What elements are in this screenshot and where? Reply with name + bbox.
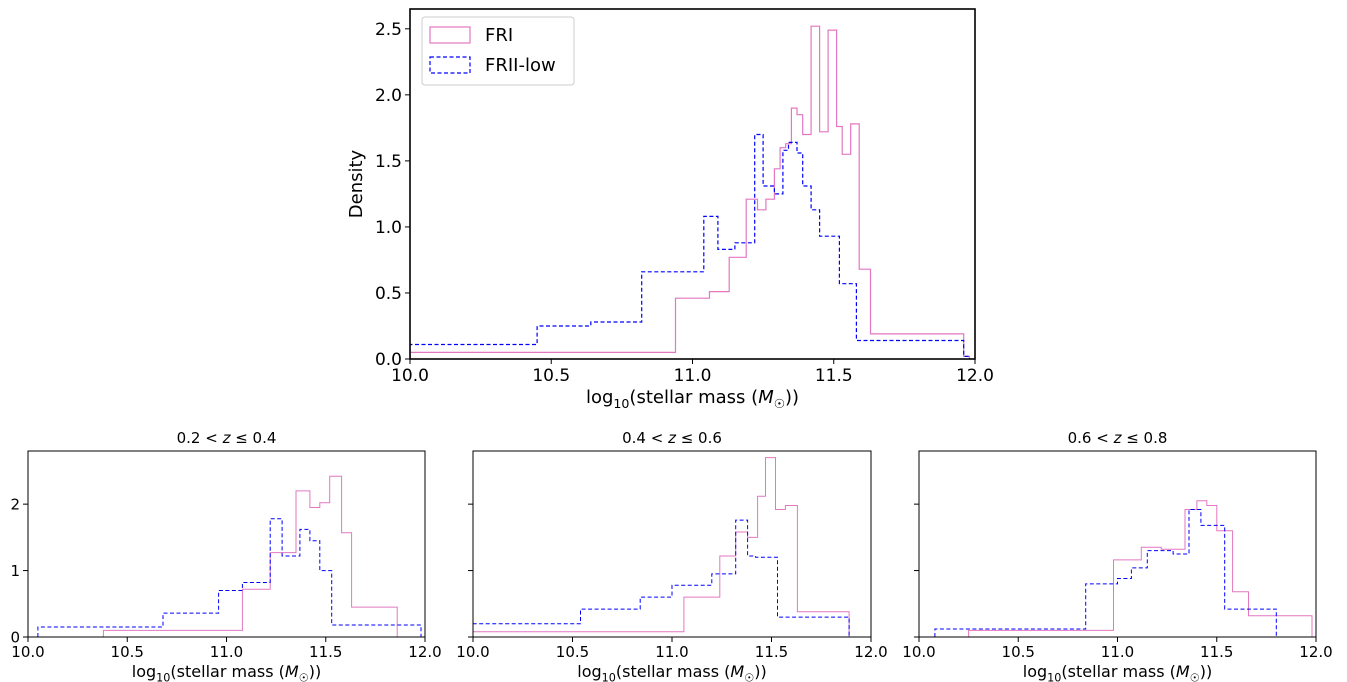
series-frii-low-line [473, 519, 850, 637]
plot-frame [472, 450, 872, 638]
chart-panel-2: 10.0 10.5 11.0 11.5 12.0 log10(stellar mass (… [456, 429, 887, 682]
legend: FRI FRII-low [421, 16, 575, 86]
x-tick-label: 10.0 [902, 643, 935, 661]
x-axis-label: log10(stellar mass (M☉)) [132, 662, 321, 682]
y-tick-label: 2 [10, 495, 20, 513]
series-fri-line [968, 500, 1313, 637]
series-fri-line [473, 457, 850, 637]
x-axis-label: log10(stellar mass (M☉)) [1023, 662, 1212, 682]
x-tick-label: 12.0 [1299, 643, 1332, 661]
x-tick-label: 10.0 [391, 366, 429, 386]
x-axis-label: log10(stellar mass (M☉)) [586, 387, 799, 411]
chart-panel-0: 10.0 10.5 11.0 11.5 12.0 0.0 0.5 1.0 1.5 2.0 2.5 lo… [346, 8, 994, 411]
series-frii-low-line [37, 518, 422, 637]
x-tick-label: 10.5 [556, 643, 589, 661]
y-tick-label: 1.5 [375, 152, 402, 172]
x-tick-label: 10.0 [456, 643, 489, 661]
legend-box [421, 16, 575, 86]
x-tick-label: 11.5 [815, 366, 853, 386]
legend-label-frii-low: FRII-low [485, 55, 556, 76]
x-tick-label: 10.5 [111, 643, 144, 661]
y-tick-label: 0.5 [375, 284, 402, 304]
legend-swatch-frii-low [429, 56, 471, 74]
legend-swatch-fri [429, 26, 471, 44]
x-tick-label: 10.5 [1002, 643, 1035, 661]
x-tick-label: 11.5 [309, 643, 342, 661]
x-tick-label: 11.5 [1200, 643, 1233, 661]
plot-frame [27, 450, 426, 638]
y-tick-label: 1 [10, 562, 20, 580]
x-tick-label: 10.0 [11, 643, 44, 661]
panel-title: 0.6 < z ≤ 0.8 [1068, 429, 1168, 447]
x-axis-label: log10(stellar mass (M☉)) [577, 662, 766, 682]
panel-title: 0.2 < z ≤ 0.4 [177, 429, 277, 447]
x-tick-label: 11.0 [655, 643, 688, 661]
x-tick-label: 11.0 [674, 366, 712, 386]
x-tick-label: 12.0 [854, 643, 887, 661]
x-tick-label: 12.0 [956, 366, 994, 386]
series-frii-low-line [934, 509, 1277, 637]
y-tick-label: 0.0 [375, 350, 402, 370]
chart-panel-1: 10.0 10.5 11.0 11.5 12.0 0 1 2 log10(stellar mas… [10, 429, 441, 682]
chart-panel-3: 10.0 10.5 11.0 11.5 12.0 log10(stellar mass (… [902, 429, 1332, 682]
y-tick-label: 1.0 [375, 218, 402, 238]
x-tick-label: 12.0 [408, 643, 441, 661]
legend-label-fri: FRI [485, 25, 513, 46]
y-tick-label: 2.5 [375, 20, 402, 40]
panel-title: 0.4 < z ≤ 0.6 [622, 429, 722, 447]
y-tick-label: 0 [10, 628, 20, 646]
series-fri-line [410, 25, 970, 359]
x-tick-label: 11.5 [755, 643, 788, 661]
series-frii-low-line [410, 133, 970, 359]
x-tick-label: 10.5 [532, 366, 570, 386]
x-tick-label: 11.0 [1101, 643, 1134, 661]
y-axis-label: Density [346, 149, 367, 218]
x-tick-label: 11.0 [210, 643, 243, 661]
y-tick-label: 2.0 [375, 86, 402, 106]
series-fri-line [102, 475, 398, 637]
